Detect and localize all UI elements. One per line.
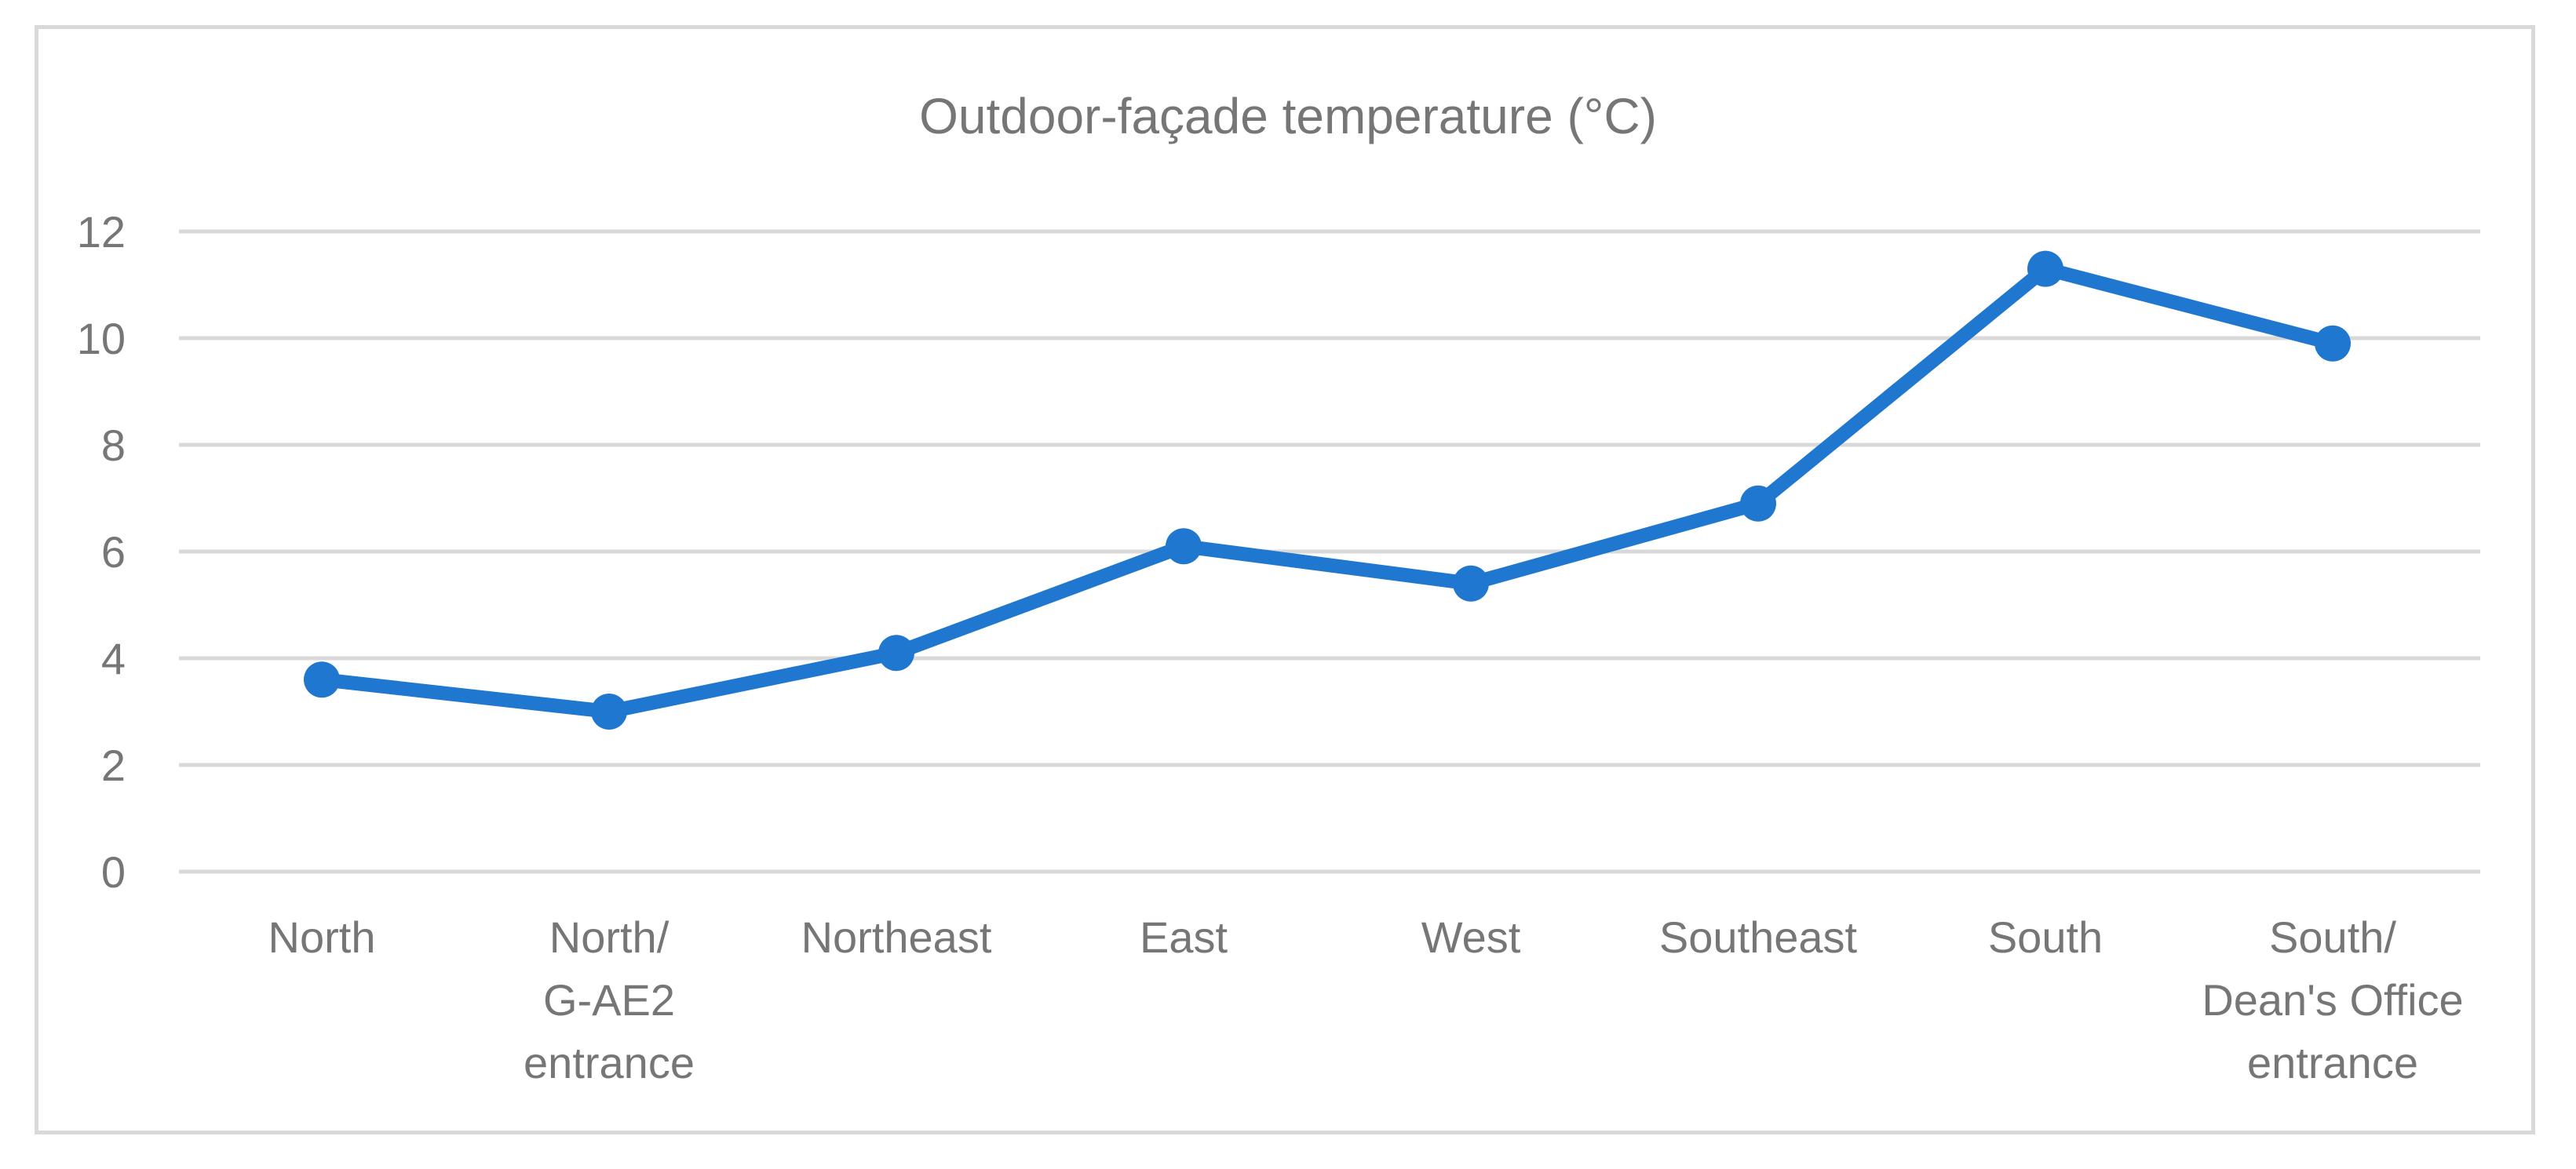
- x-category-label-line: North/: [549, 912, 670, 962]
- x-category-label: South/Dean's Office entrance: [2202, 912, 2463, 1087]
- x-category-label: South: [1988, 912, 2103, 962]
- chart-frame: [35, 25, 2535, 1134]
- x-category-label: East: [1140, 912, 1228, 962]
- y-axis-ticks: 0 2 4 6 8 10 12: [77, 207, 126, 897]
- x-category-label: Northeast: [801, 912, 992, 962]
- chart-title: Outdoor-façade temperature (°C): [919, 88, 1657, 144]
- data-point: [1166, 528, 1202, 565]
- x-category-label-line: Southeast: [1659, 912, 1858, 962]
- x-category-label-line: Northeast: [801, 912, 992, 962]
- grid-lines: [179, 229, 2480, 874]
- x-category-label: North/G-AE2 entrance: [524, 912, 695, 1087]
- y-tick-label: 12: [77, 207, 126, 257]
- x-category-label-line: East: [1140, 912, 1228, 962]
- y-tick-label: 2: [101, 741, 126, 790]
- y-tick-label: 10: [77, 314, 126, 363]
- series-line: [315, 261, 2340, 719]
- data-point: [1453, 565, 1489, 602]
- x-category-label-line: South: [1988, 912, 2103, 962]
- x-category-label: North: [268, 912, 376, 962]
- data-point: [304, 661, 340, 698]
- series-layer: [304, 250, 2351, 730]
- x-category-label-line: West: [1421, 912, 1521, 962]
- x-category-label-line: entrance: [524, 1038, 695, 1087]
- data-point: [1740, 485, 1776, 522]
- x-category-label: West: [1421, 912, 1521, 962]
- x-category-label-line: South/: [2269, 912, 2396, 962]
- data-point: [878, 635, 914, 672]
- y-tick-label: 8: [101, 421, 126, 470]
- y-tick-label: 6: [101, 527, 126, 577]
- x-axis-categories: North North/G-AE2 entrance Northeast East Wes…: [268, 912, 2464, 1087]
- data-point: [2027, 250, 2063, 287]
- x-category-label-line: entrance: [2247, 1038, 2418, 1087]
- data-point: [2315, 325, 2351, 362]
- y-tick-label: 0: [101, 847, 126, 897]
- x-category-label-line: G-AE2: [543, 975, 675, 1025]
- x-category-label-line: North: [268, 912, 376, 962]
- x-category-label-line: Dean's Office: [2202, 975, 2463, 1025]
- y-tick-label: 4: [101, 634, 126, 683]
- data-point: [591, 694, 627, 730]
- x-category-label: Southeast: [1659, 912, 1858, 962]
